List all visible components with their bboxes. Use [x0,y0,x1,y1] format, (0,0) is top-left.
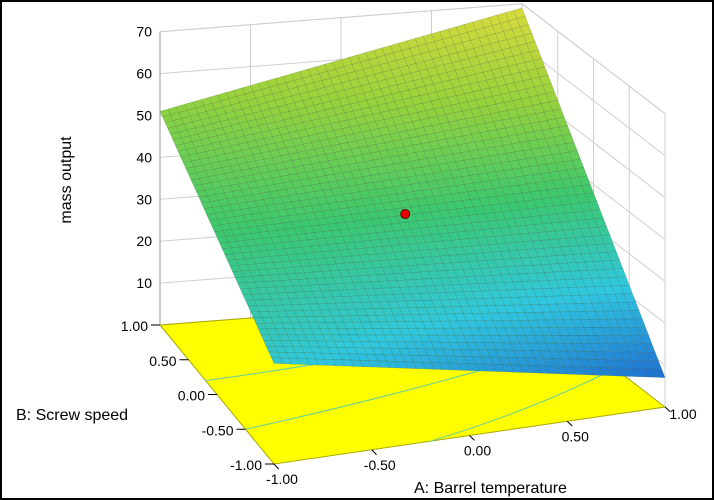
z-tick-label: 20 [136,233,152,249]
design-points [400,209,411,220]
x-tick-label: 1.00 [669,406,696,422]
z-tick-label: 70 [136,24,152,40]
y-tick-label: -0.50 [202,422,234,438]
center-design-point [400,209,411,220]
y-tick-label: 1.00 [121,318,148,334]
x-tick-mark [371,449,377,456]
x-tick-mark [566,420,573,427]
z-tick-label: 40 [136,149,152,165]
x-axis-title: A: Barrel temperature [414,480,567,497]
y-axis-title: B: Screw speed [16,407,128,424]
x-tick-label: 0.50 [562,428,589,444]
x-tick-label: -1.00 [266,471,298,487]
z-tick-label: 60 [136,66,152,82]
y-tick-label: 0.00 [178,388,205,404]
surface-cell [652,368,666,378]
y-tick-label: 0.50 [149,353,176,369]
x-tick-label: 0.00 [464,443,491,459]
x-tick-label: -0.50 [364,457,396,473]
z-axis-title: mass output [58,136,75,224]
y-tick-label: -1.00 [230,457,262,473]
z-tick-label: 30 [136,191,152,207]
response-surface [159,7,666,378]
z-tick-label: 10 [136,275,152,291]
tick-labels: 10 20 30 40 50 60 70 -1.00 -0.50 0.00 0.50 1.00 -1.0… [121,24,697,487]
x-tick-mark [273,463,280,470]
floor-contour [430,368,616,442]
z-tick-label: 50 [136,108,152,124]
x-tick-mark [664,406,671,413]
x-tick-mark [469,435,475,441]
